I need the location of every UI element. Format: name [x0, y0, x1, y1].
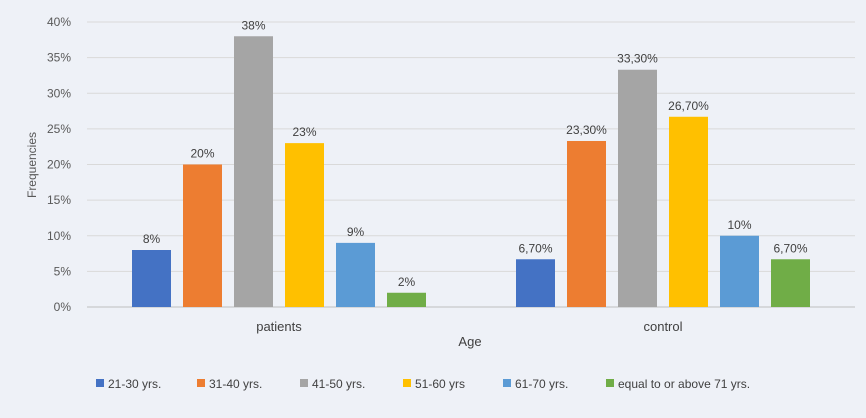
- data-label: 23,30%: [566, 123, 607, 137]
- y-axis-label: Frequencies: [25, 132, 39, 198]
- legend-label: 21-30 yrs.: [108, 377, 161, 391]
- data-labels: 8% 20% 38% 23% 9% 2% 6,70% 23,30% 33,30% 26,70% 10…: [143, 18, 808, 289]
- y-tick-label: 10%: [47, 229, 71, 243]
- x-category-label: control: [643, 319, 682, 334]
- y-tick-label: 25%: [47, 122, 71, 136]
- bar: [387, 292, 426, 307]
- legend-swatch: [96, 379, 104, 387]
- legend: 21-30 yrs. 31-40 yrs. 41-50 yrs. 51-60 yrs 6…: [96, 377, 750, 391]
- legend-swatch: [197, 379, 205, 387]
- bar: [618, 69, 657, 307]
- bar: [336, 242, 375, 307]
- legend-label: equal to or above 71 yrs.: [618, 377, 750, 391]
- bar: [669, 116, 708, 307]
- y-tick-label: 5%: [54, 264, 72, 278]
- y-tick-label: 0%: [54, 300, 72, 314]
- legend-label: 41-50 yrs.: [312, 377, 365, 391]
- data-label: 20%: [190, 147, 214, 161]
- bar: [771, 259, 810, 307]
- y-tick-label: 30%: [47, 86, 71, 100]
- x-axis-label: Age: [458, 334, 481, 349]
- data-label: 2%: [398, 275, 416, 289]
- y-tick-label: 20%: [47, 158, 71, 172]
- data-label: 38%: [241, 18, 265, 32]
- legend-label: 31-40 yrs.: [209, 377, 262, 391]
- y-tick-labels: 0% 5% 10% 15% 20% 25% 30% 35% 40%: [47, 15, 71, 314]
- data-label: 9%: [347, 225, 365, 239]
- data-label: 23%: [292, 125, 316, 139]
- legend-swatch: [503, 379, 511, 387]
- x-category-label: patients: [256, 319, 302, 334]
- legend-label: 61-70 yrs.: [515, 377, 568, 391]
- data-label: 26,70%: [668, 99, 709, 113]
- y-tick-label: 35%: [47, 51, 71, 65]
- bar: [567, 140, 606, 307]
- bars: [132, 36, 810, 307]
- legend-swatch: [403, 379, 411, 387]
- bar: [132, 250, 171, 307]
- data-label: 6,70%: [773, 241, 807, 255]
- data-label: 8%: [143, 232, 161, 246]
- legend-label: 51-60 yrs: [415, 377, 465, 391]
- bar: [516, 259, 555, 307]
- x-category-labels: patients control: [256, 319, 682, 334]
- bar: [234, 36, 273, 307]
- y-tick-label: 40%: [47, 15, 71, 29]
- data-label: 6,70%: [518, 241, 552, 255]
- legend-swatch: [606, 379, 614, 387]
- bar: [720, 235, 759, 307]
- legend-swatch: [300, 379, 308, 387]
- data-label: 33,30%: [617, 52, 658, 66]
- bar: [285, 143, 324, 307]
- y-tick-label: 15%: [47, 193, 71, 207]
- data-label: 10%: [727, 218, 751, 232]
- bar: [183, 164, 222, 307]
